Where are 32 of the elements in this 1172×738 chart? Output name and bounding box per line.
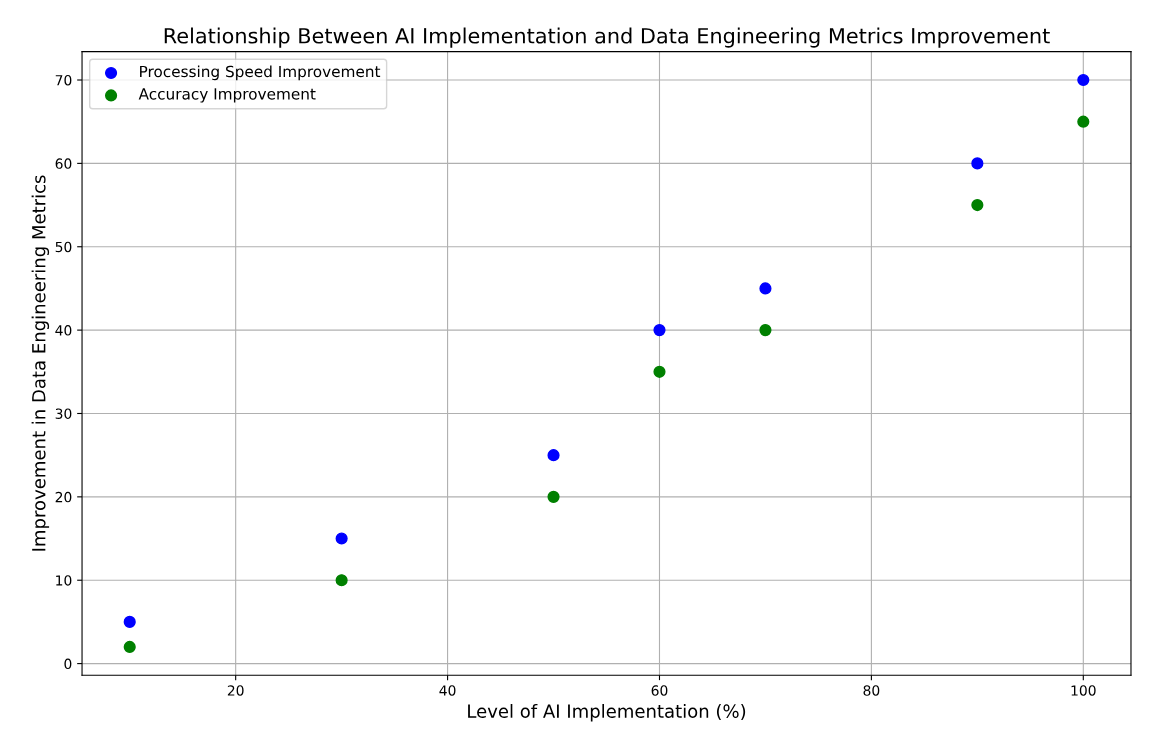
- point: [547, 449, 560, 462]
- point: [123, 615, 136, 628]
- x-tick-label: 40: [439, 685, 456, 696]
- y-tick-label: 60: [55, 158, 72, 169]
- x-tick-label: 20: [227, 685, 244, 696]
- x-tick-label: 100: [1071, 685, 1096, 696]
- point: [759, 282, 772, 295]
- y-tick-label: 50: [55, 241, 72, 253]
- point: [123, 640, 136, 653]
- point: [335, 532, 348, 545]
- point: [971, 198, 984, 212]
- point: [971, 157, 984, 170]
- y-tick-label: 40: [55, 325, 72, 336]
- chart-title: Relationship Between AI Implementation and Data Engineering Metrics Improvement: [164, 27, 1050, 48]
- y-tick-label: 10: [56, 575, 72, 586]
- x-tick-label: 60: [651, 685, 668, 696]
- y-axis-title: Improvement in Data Engineering Metrics: [31, 175, 50, 551]
- point: [1077, 73, 1090, 87]
- y-tick-label: 70: [55, 74, 72, 86]
- point: [547, 490, 560, 503]
- legend-label: Accuracy Improvement: [138, 88, 316, 103]
- y-tick-label: 20: [55, 491, 72, 503]
- legend-label: Processing Speed Improvement: [140, 65, 381, 81]
- x-axis-title: Level of AI Implementation (%): [468, 703, 746, 722]
- point: [653, 365, 666, 378]
- x-tick-label: 80: [863, 685, 880, 696]
- y-tick-label: 0: [64, 658, 72, 670]
- point: [335, 574, 348, 587]
- point: [1077, 115, 1090, 128]
- point: [653, 324, 666, 337]
- point: [759, 324, 772, 337]
- y-tick-label: 30: [55, 408, 72, 419]
